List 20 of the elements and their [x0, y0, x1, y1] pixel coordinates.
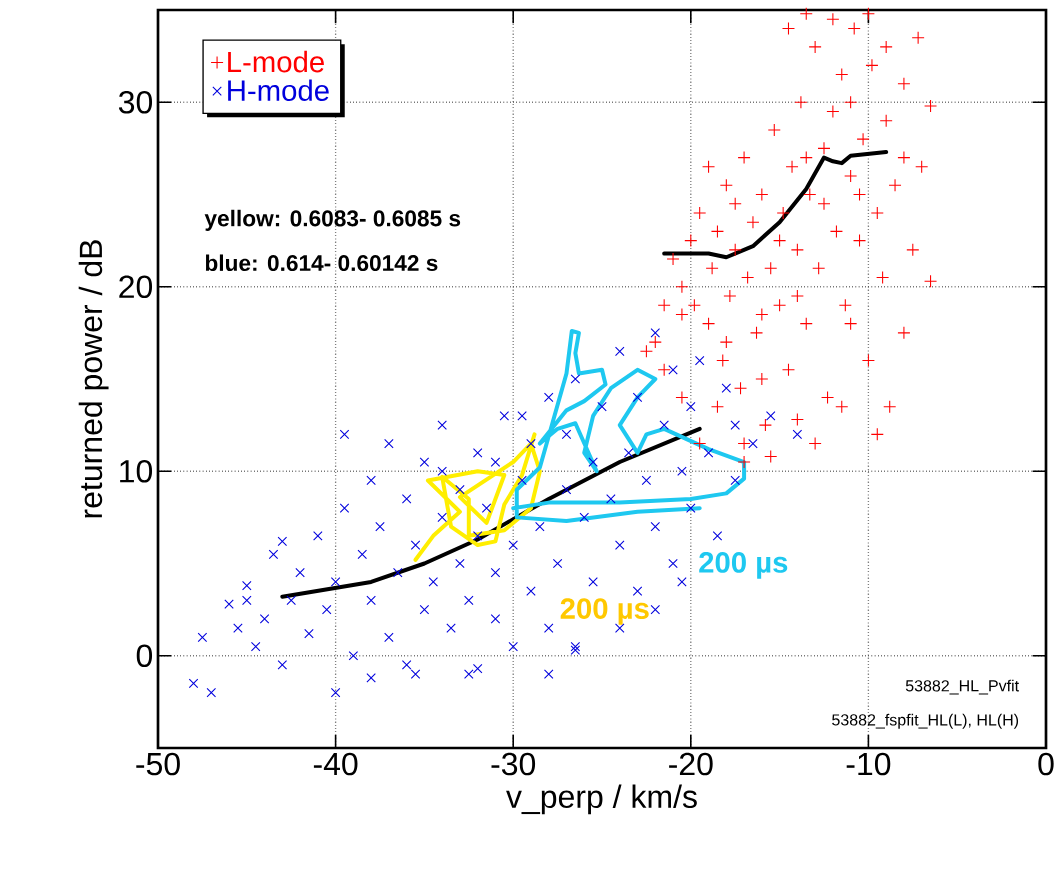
y-tick-label: 30 — [118, 90, 153, 114]
annotation: blue: 0.614- 0.60142 s — [205, 254, 438, 272]
x-tick-label: -10 — [846, 752, 891, 776]
x-tick-label: -20 — [669, 752, 713, 776]
y-tick-label: 20 — [119, 275, 153, 299]
x-tick-label: -50 — [136, 752, 180, 776]
annotation: 200 µs — [699, 552, 788, 579]
y-tick-label: 0 — [136, 644, 153, 668]
legend-label: H-mode — [228, 79, 329, 101]
x-tick-label: -40 — [313, 752, 358, 776]
annotation: 53882_fspfit_HL(L), HL(H) — [832, 713, 1019, 729]
y-axis-title: returned power / dB — [78, 240, 109, 518]
x-axis-title: v_perp / km/s — [506, 784, 697, 815]
x-tick-label: 0 — [1038, 752, 1054, 776]
y-tick-label: 10 — [120, 459, 153, 483]
x-tick-label: -30 — [491, 752, 536, 776]
legend-label: L-mode — [228, 50, 324, 73]
annotation: 53882_HL_Pvfit — [905, 679, 1019, 695]
annotation: yellow: 0.6083- 0.6085 s — [204, 209, 461, 231]
annotation: 200 µs — [560, 598, 649, 625]
